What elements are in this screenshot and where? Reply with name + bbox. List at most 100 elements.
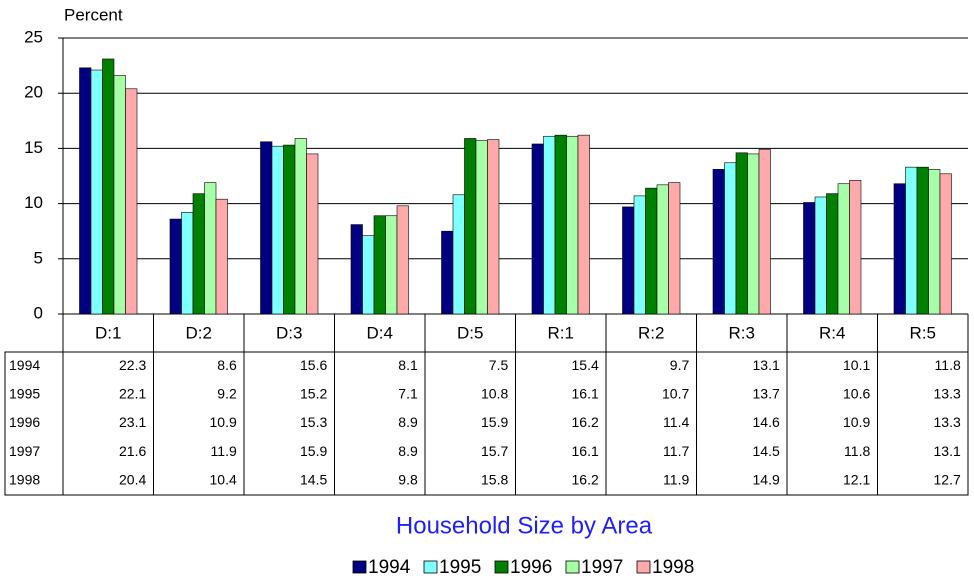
x-tick-label: R:5 [910, 323, 936, 342]
bar [79, 67, 92, 315]
bar [294, 138, 307, 315]
table-value: 21.6 [119, 443, 146, 459]
table-value: 15.2 [300, 386, 327, 402]
bar [656, 184, 669, 315]
legend-swatch [352, 560, 367, 574]
bar [747, 153, 760, 315]
bar [306, 153, 319, 315]
x-tick-label: D:1 [95, 323, 121, 342]
table-value: 12.7 [934, 471, 961, 487]
legend-swatch [636, 560, 651, 574]
table-value: 15.4 [572, 357, 599, 373]
table-value: 7.1 [398, 386, 418, 402]
table-value: 13.1 [753, 357, 780, 373]
table-value: 11.4 [663, 414, 689, 430]
x-tick-label: R:4 [819, 323, 845, 342]
table-value: 10.7 [662, 386, 689, 402]
x-tick-label: R:3 [729, 323, 755, 342]
table-row-label: 1997 [9, 443, 40, 459]
table-value: 9.2 [217, 386, 237, 402]
bar [102, 58, 115, 315]
bar [169, 218, 182, 315]
table-value: 10.1 [843, 357, 870, 373]
bar [893, 183, 906, 315]
bar [928, 169, 941, 315]
bar [712, 169, 725, 315]
table-value: 16.2 [572, 471, 599, 487]
bar [271, 145, 284, 315]
bar [668, 182, 681, 315]
y-tick-label: 20 [24, 83, 43, 102]
bar [735, 152, 748, 315]
legend-label: 1994 [368, 557, 411, 578]
table-value: 8.9 [398, 443, 418, 459]
y-tick-label: 25 [24, 27, 43, 46]
table-row-label: 1998 [9, 471, 40, 487]
table-value: 13.1 [934, 443, 961, 459]
bar [283, 144, 296, 315]
bar [633, 195, 646, 315]
bar [373, 215, 386, 315]
table-row-label: 1994 [9, 357, 40, 373]
table-value: 10.9 [843, 414, 870, 430]
table-value: 15.7 [481, 443, 508, 459]
table-value: 11.9 [211, 443, 237, 459]
table-value: 14.9 [753, 471, 780, 487]
table-value: 23.1 [119, 414, 146, 430]
bar [90, 69, 103, 315]
table-value: 11.7 [663, 443, 689, 459]
bar [803, 202, 816, 315]
bar [362, 235, 375, 315]
table-row-label: 1995 [9, 386, 40, 402]
y-tick-label: 0 [34, 303, 43, 322]
table-row-label: 1996 [9, 414, 40, 430]
table-value: 10.8 [481, 386, 508, 402]
bar [113, 75, 126, 315]
bar [181, 212, 194, 315]
table-value: 22.3 [119, 357, 146, 373]
bar [215, 198, 228, 315]
bar [622, 206, 635, 315]
chart-title: Household Size by Area [396, 512, 653, 539]
bar [350, 224, 363, 315]
table-value: 10.9 [210, 414, 237, 430]
legend-label: 1995 [439, 557, 481, 578]
x-tick-label: D:2 [186, 323, 212, 342]
y-tick-label: 15 [24, 138, 43, 157]
table-value: 22.1 [119, 386, 146, 402]
table-value: 8.6 [217, 357, 237, 373]
y-tick-label: 10 [24, 193, 43, 212]
table-value: 9.8 [398, 471, 418, 487]
bar [758, 149, 771, 315]
bar [543, 135, 556, 315]
table-value: 11.8 [844, 443, 870, 459]
bar [464, 138, 477, 315]
bar [441, 230, 454, 315]
table-value: 14.6 [753, 414, 780, 430]
legend-label: 1998 [652, 557, 694, 578]
bar [939, 173, 952, 315]
y-axis-label: Percent [64, 5, 123, 24]
legend-swatch [423, 560, 438, 574]
table-value: 13.3 [934, 386, 961, 402]
table-value: 11.8 [935, 357, 961, 373]
table-value: 7.5 [489, 357, 509, 373]
table-value: 8.9 [398, 414, 418, 430]
legend-label: 1996 [510, 557, 552, 578]
table-value: 14.5 [300, 471, 327, 487]
bar [554, 134, 567, 315]
table-value: 15.9 [300, 443, 327, 459]
legend-swatch [494, 560, 509, 574]
table-value: 10.6 [843, 386, 870, 402]
bar [837, 183, 850, 315]
x-tick-label: R:2 [638, 323, 664, 342]
bar [724, 162, 737, 315]
bar [566, 135, 579, 315]
table-value: 10.4 [210, 471, 237, 487]
bar [487, 139, 500, 315]
bar [125, 88, 138, 315]
table-value: 15.8 [481, 471, 508, 487]
bar [905, 166, 918, 315]
bar [385, 215, 398, 315]
